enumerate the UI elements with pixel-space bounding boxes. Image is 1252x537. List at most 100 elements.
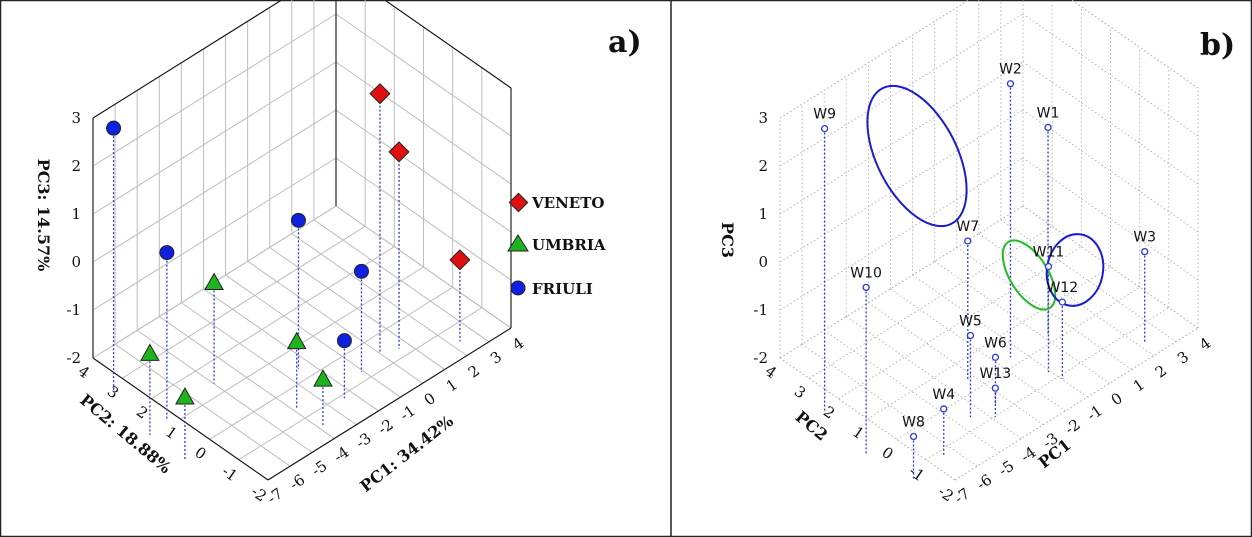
data-point-umbria <box>313 369 333 387</box>
panel-b-z-axis-title: PC3 <box>718 222 737 258</box>
gridline-left-z <box>92 109 337 263</box>
data-point-w12 <box>1058 298 1066 306</box>
x-tick-label: 3 <box>1174 348 1192 368</box>
data-point-umbria <box>175 387 195 405</box>
y-tick-label: 2 <box>820 402 838 422</box>
x-tick-label: 3 <box>487 348 505 368</box>
panel-b-stems <box>823 83 1146 480</box>
point-label-w3: W3 <box>1133 230 1156 246</box>
x-tick-label: -5 <box>995 457 1017 480</box>
legend-marker-friuli <box>510 280 526 296</box>
panel-b-label: b) <box>1200 28 1235 63</box>
y-tick-label: -1 <box>906 462 928 485</box>
y-tick-label: -2 <box>248 482 270 505</box>
group-ellipse-w11-w12 <box>1045 233 1105 307</box>
data-point-w9 <box>820 125 829 133</box>
panel-a-legend: VENETO UMBRIA FRIULI <box>507 192 606 298</box>
point-label-w9: W9 <box>813 107 836 123</box>
data-point-friuli <box>290 212 306 228</box>
point-label-w4: W4 <box>932 387 955 403</box>
x-tick-label: -4 <box>330 443 352 466</box>
box-edge <box>383 0 512 89</box>
x-tick-label: -1 <box>1084 401 1106 424</box>
point-label-w10: W10 <box>850 265 882 281</box>
gridline-back-z <box>335 109 512 233</box>
x-tick-label: -2 <box>374 415 396 438</box>
point-label-w12: W12 <box>1047 280 1079 296</box>
box-edge <box>92 0 283 119</box>
point-label-w1: W1 <box>1037 105 1060 121</box>
gridline-floor-y <box>238 307 483 461</box>
x-tick-label: -6 <box>973 471 995 494</box>
data-point-umbria <box>286 331 307 350</box>
y-tick-label: 1 <box>849 423 867 443</box>
x-tick-label: -6 <box>286 471 308 494</box>
panel-a-points <box>106 83 471 405</box>
point-label-w5: W5 <box>959 313 982 329</box>
data-point-friuli <box>353 263 369 279</box>
z-tick-label: -1 <box>753 301 768 319</box>
x-tick-label: 1 <box>1130 375 1148 395</box>
y-tick-label: 3 <box>791 382 809 402</box>
data-point-w10 <box>862 283 870 292</box>
data-point-w2 <box>1006 80 1015 88</box>
data-point-w11 <box>1044 262 1053 271</box>
y-tick-label: 0 <box>191 443 209 463</box>
gridline-left-z <box>92 13 337 167</box>
box-edge <box>267 327 512 481</box>
point-label-w11: W11 <box>1033 245 1065 261</box>
legend-item-friuli: FRIULI <box>510 280 593 298</box>
gridline-left-z <box>779 109 1024 263</box>
data-point-w4 <box>940 405 948 413</box>
gridline-left-z <box>92 61 337 215</box>
data-point-umbria <box>140 343 160 361</box>
data-point-w8 <box>909 432 918 441</box>
z-tick-label: -1 <box>66 301 81 319</box>
gridline-left-z <box>92 157 337 311</box>
y-tick-label: -1 <box>219 462 241 485</box>
point-label-w7: W7 <box>956 219 979 235</box>
legend-label-friuli: FRIULI <box>532 280 593 298</box>
data-point-w3 <box>1141 247 1149 256</box>
z-tick-label: 1 <box>71 205 81 223</box>
group-ellipse-w9-w10 <box>866 84 968 228</box>
panel-a-stems <box>112 93 461 460</box>
gridline-left-z <box>779 157 1024 311</box>
z-tick-label: 2 <box>71 157 81 175</box>
data-point-friuli <box>159 245 175 261</box>
legend-label-umbria: UMBRIA <box>532 236 606 254</box>
z-tick-label: 3 <box>758 109 768 127</box>
gridline-floor-y <box>808 225 1053 379</box>
point-label-w2: W2 <box>999 62 1022 78</box>
data-point-veneto <box>449 249 471 271</box>
gridline-left-z <box>92 0 283 119</box>
panel-a-y-axis-title: PC2: 18.88% <box>76 390 175 477</box>
gridline-floor-y <box>209 286 453 440</box>
box-edge <box>779 0 970 119</box>
x-tick-label: -4 <box>1017 443 1039 466</box>
x-tick-label: -5 <box>308 457 330 480</box>
x-tick-label: 0 <box>421 389 439 409</box>
group-ellipse-w5-w6 <box>1001 239 1057 311</box>
data-point-umbria <box>204 272 224 291</box>
data-point-w7 <box>964 237 972 245</box>
point-label-w6: W6 <box>984 335 1007 351</box>
x-tick-label: 1 <box>443 375 461 395</box>
x-tick-label: 2 <box>465 361 483 381</box>
gridline-back-z <box>335 157 512 281</box>
z-tick-label: 0 <box>71 253 81 271</box>
z-tick-label: 2 <box>758 157 768 175</box>
legend-marker-veneto <box>508 192 529 213</box>
data-point-w13 <box>991 384 1000 392</box>
x-tick-label: 0 <box>1108 389 1126 409</box>
gridline-back-z <box>335 13 512 137</box>
gridline-back-z <box>335 61 512 185</box>
z-tick-label: 0 <box>758 253 768 271</box>
box-edge <box>92 357 269 481</box>
data-point-friuli <box>106 120 122 136</box>
data-point-w5 <box>966 331 975 340</box>
panel-a-label: a) <box>608 25 642 60</box>
x-tick-label: -2 <box>1061 415 1083 438</box>
